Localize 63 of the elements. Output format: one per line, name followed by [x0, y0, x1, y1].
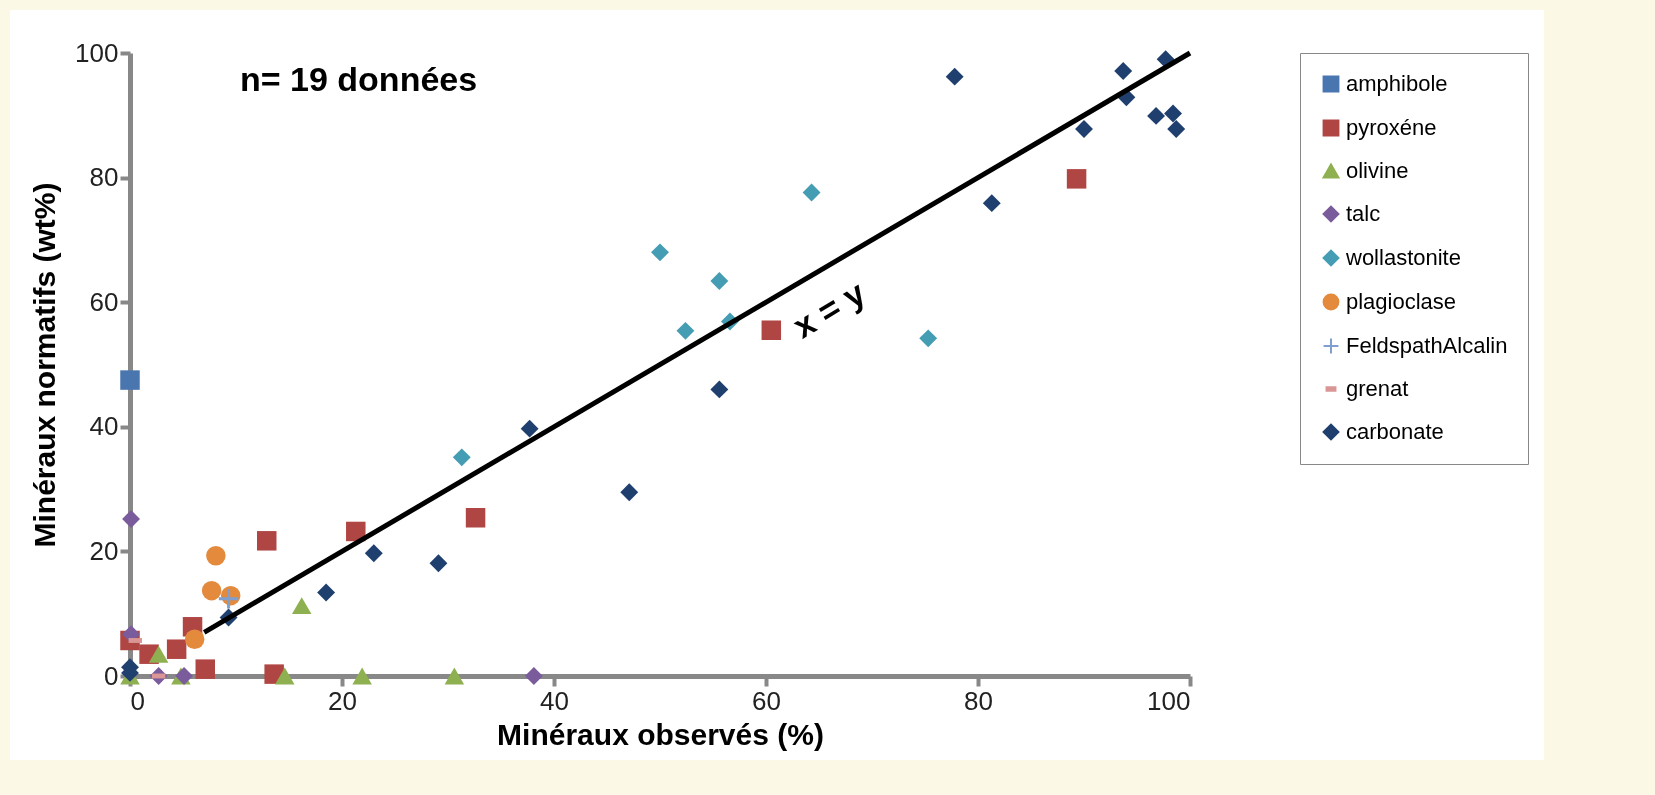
point: [175, 667, 193, 685]
point: [710, 380, 729, 399]
x-tick-label: 0: [130, 685, 145, 716]
y-tick-label: 100: [75, 37, 119, 68]
point: [1075, 120, 1093, 138]
point: [1167, 120, 1186, 138]
point: [429, 554, 448, 573]
point: [919, 329, 938, 348]
legend-label: carbonate: [1346, 419, 1444, 444]
x-tick-label: 80: [964, 685, 993, 716]
point: [195, 659, 216, 679]
point: [184, 629, 205, 649]
point: [148, 645, 169, 663]
x-tick-label: 20: [328, 685, 357, 716]
point: [201, 580, 222, 601]
point: [1114, 62, 1133, 81]
point: [275, 667, 295, 685]
point: [256, 531, 277, 551]
x-axis-title: Minéraux observés (%): [497, 717, 824, 751]
point: [620, 483, 639, 502]
point: [465, 508, 486, 528]
point: [524, 667, 543, 685]
y-tick-label: 40: [89, 411, 119, 442]
point: [317, 583, 336, 602]
legend-label: pyroxéne: [1346, 115, 1437, 140]
point: [346, 521, 366, 542]
y-tick-label: 0: [104, 660, 119, 691]
point: [945, 67, 964, 86]
point: [122, 510, 140, 528]
point: [291, 597, 312, 615]
y-tick-label: 80: [89, 162, 119, 193]
point: [1164, 104, 1182, 123]
point: [166, 639, 187, 659]
point: [364, 544, 383, 563]
legend-label: FeldspathAlcalin: [1346, 333, 1508, 358]
point: [352, 667, 372, 685]
legend-label: plagioclase: [1346, 289, 1457, 314]
point: [710, 272, 729, 290]
point: [676, 321, 695, 340]
legend-label: wollastonite: [1345, 245, 1461, 270]
point: [802, 183, 821, 202]
point: [120, 370, 140, 390]
annotation: x = y: [786, 273, 872, 346]
point: [982, 194, 1001, 213]
point: [761, 320, 782, 340]
point: [520, 419, 539, 438]
y-tick-label: 60: [89, 286, 119, 317]
x-tick-label: 60: [752, 685, 781, 716]
point: [1147, 106, 1166, 125]
point: [651, 243, 669, 262]
point: [444, 667, 465, 685]
x-tick-label: 100: [1147, 685, 1191, 716]
legend-label: olivine: [1346, 158, 1409, 183]
point: [1066, 169, 1087, 189]
y-tick-label: 20: [89, 535, 119, 566]
y-axis-title: Minéraux normatifs (wt%): [28, 182, 62, 548]
point: [452, 448, 471, 467]
point: [206, 546, 226, 566]
annotation: n= 19 données: [240, 60, 478, 98]
legend-label: amphibole: [1346, 71, 1448, 96]
x-tick-label: 40: [540, 685, 569, 716]
legend-label: grenat: [1346, 376, 1409, 401]
legend-label: talc: [1346, 201, 1381, 226]
